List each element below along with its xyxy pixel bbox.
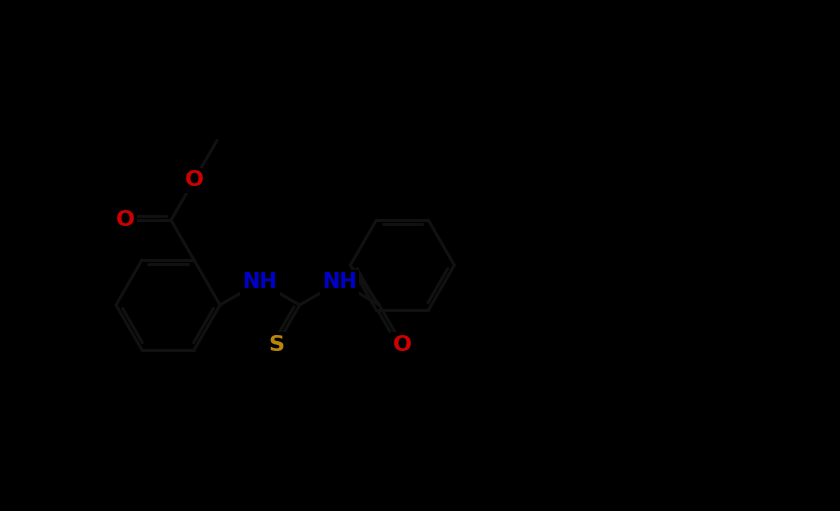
Text: O: O — [185, 170, 203, 190]
Text: O: O — [393, 335, 412, 355]
Text: NH: NH — [243, 272, 277, 292]
Text: S: S — [269, 335, 285, 355]
Text: NH: NH — [322, 272, 357, 292]
Text: O: O — [116, 210, 134, 230]
